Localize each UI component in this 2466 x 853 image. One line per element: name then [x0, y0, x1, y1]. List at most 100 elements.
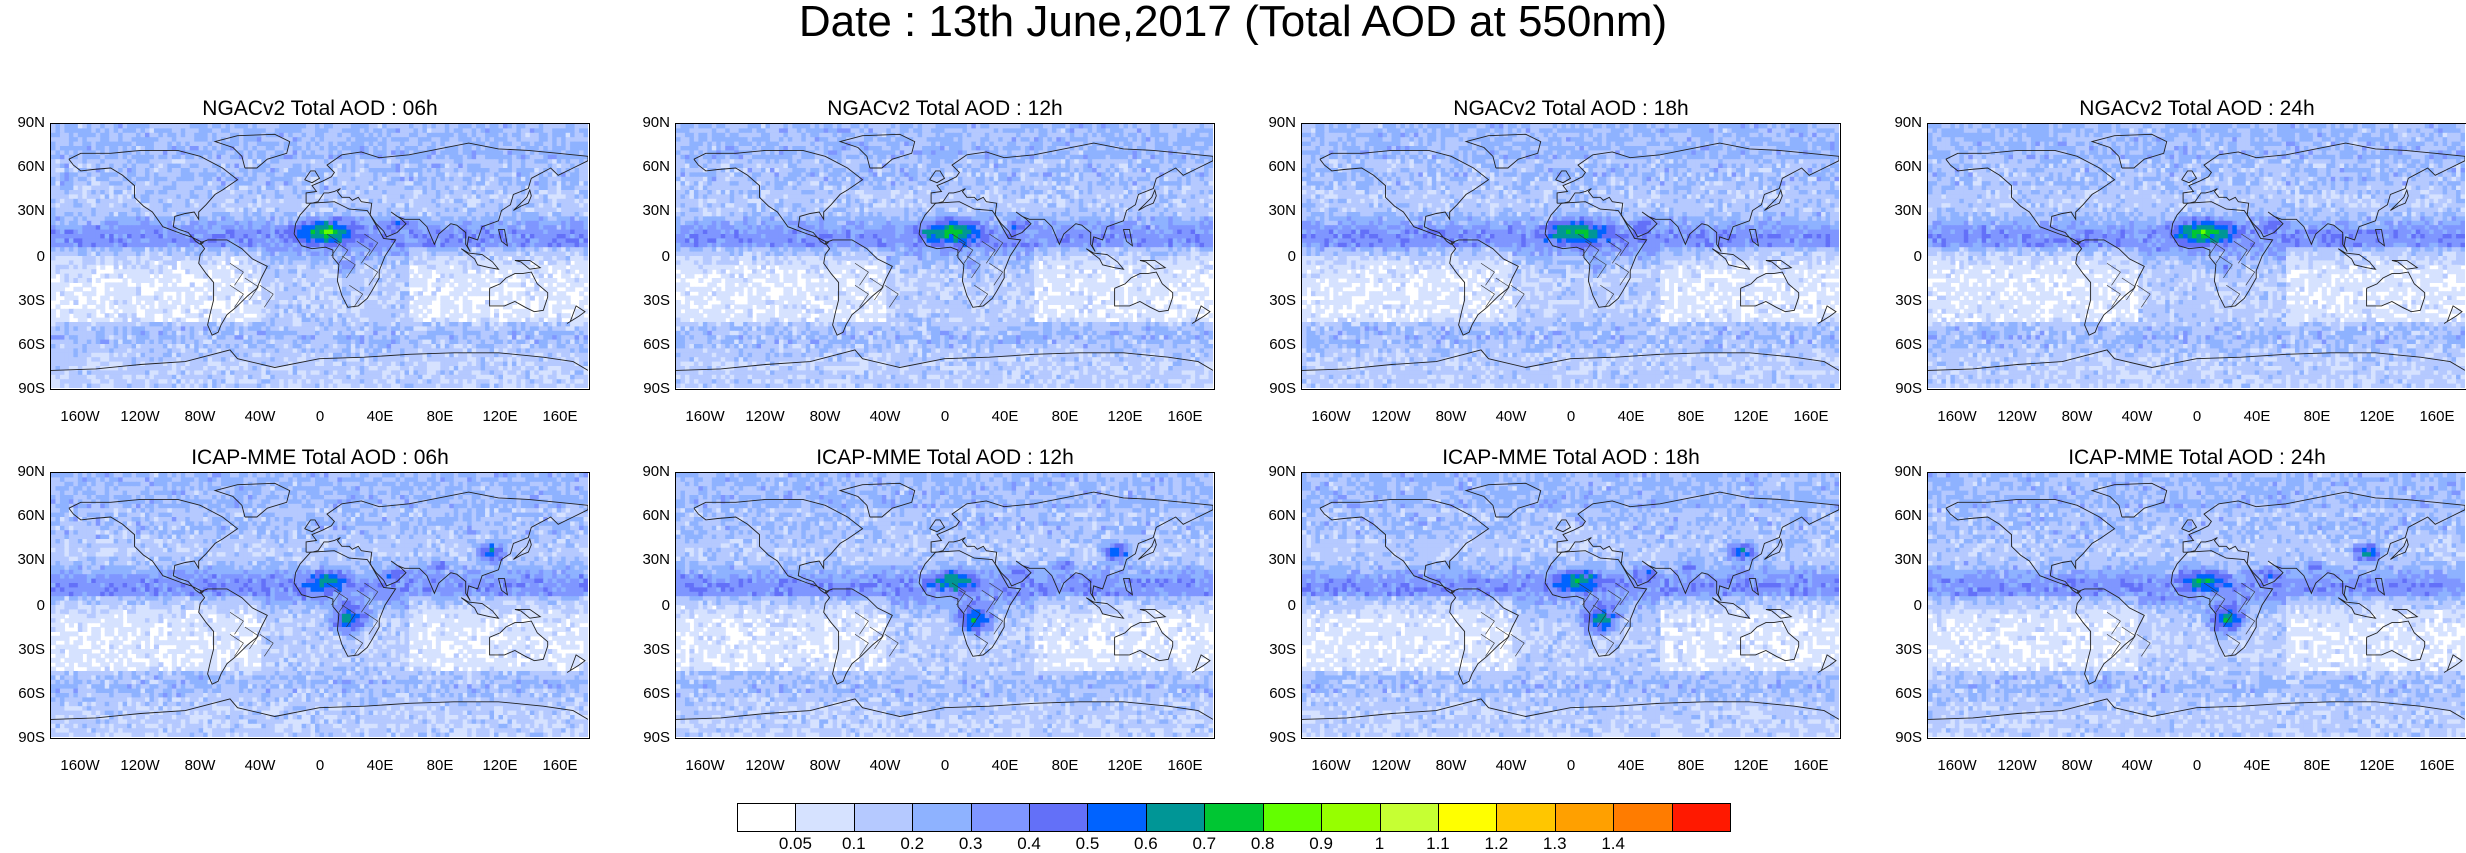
- lat-tick-label: 90S: [1895, 730, 1922, 746]
- colorbar-label: 1.1: [1426, 835, 1450, 853]
- lat-tick-label: 30N: [1268, 552, 1296, 568]
- lat-tick-label: 90N: [1894, 464, 1922, 480]
- coastlines: [51, 482, 588, 720]
- lat-tick-label: 90S: [1895, 381, 1922, 397]
- lon-tick-label: 80E: [427, 409, 454, 425]
- aod-field: [676, 473, 1213, 737]
- colorbar-swatch: [970, 803, 1031, 832]
- lon-tick-label: 40E: [2244, 758, 2271, 774]
- lat-tick-label: 30N: [17, 203, 45, 219]
- lon-tick-label: 120E: [1107, 409, 1142, 425]
- lon-tick-label: 40W: [870, 758, 901, 774]
- colorbar-label: 0.5: [1076, 835, 1100, 853]
- aod-field: [1928, 473, 2465, 737]
- lon-tick-label: 120E: [1733, 409, 1768, 425]
- lon-tick-label: 0: [316, 409, 324, 425]
- map-area: [675, 472, 1215, 739]
- lat-tick-label: 90N: [17, 464, 45, 480]
- colorbar-label: 0.1: [842, 835, 866, 853]
- lat-tick-label: 30N: [17, 552, 45, 568]
- colorbar-label: 0.2: [900, 835, 924, 853]
- lon-tick-label: 120E: [2359, 758, 2394, 774]
- panel-title: NGACv2 Total AOD : 24h: [1927, 97, 2466, 121]
- lon-tick-label: 40E: [1618, 409, 1645, 425]
- lat-tick-label: 60S: [1895, 686, 1922, 702]
- panel-title: NGACv2 Total AOD : 06h: [50, 97, 590, 121]
- lat-tick-label: 30S: [1269, 293, 1296, 309]
- lat-tick-label: 60N: [642, 508, 670, 524]
- colorbar-swatch: [1496, 803, 1556, 832]
- map-panel: NGACv2 Total AOD : 06h 90N 60N 30N 0 30S 60S 90…: [17, 97, 590, 468]
- coastlines: [676, 482, 1213, 720]
- colorbar-swatch: [1145, 803, 1206, 832]
- map-area: [1301, 472, 1841, 739]
- colorbar-swatch: [1554, 803, 1615, 832]
- lon-tick-label: 160W: [1937, 758, 1976, 774]
- colorbar-label: 0.3: [959, 835, 983, 853]
- aod-field: [1302, 473, 1839, 737]
- lat-tick-label: 30N: [642, 552, 670, 568]
- colorbar-swatch: [912, 803, 972, 832]
- lon-tick-label: 80E: [2304, 758, 2331, 774]
- lat-tick-label: 90S: [18, 730, 45, 746]
- lat-tick-label: 90N: [1268, 464, 1296, 480]
- lat-tick-label: 90S: [643, 381, 670, 397]
- lat-tick-label: 30S: [18, 642, 45, 658]
- coastlines: [51, 133, 588, 371]
- lat-tick-label: 60N: [1268, 159, 1296, 175]
- aod-field: [51, 124, 588, 388]
- map-area: [1927, 472, 2466, 739]
- lat-tick-label: 0: [662, 249, 670, 265]
- lat-tick-label: 30S: [1269, 642, 1296, 658]
- map-panel: ICAP-MME Total AOD : 06h 90N 60N 30N 0 30S 60S…: [17, 446, 590, 817]
- aod-field: [1928, 124, 2465, 388]
- lat-tick-label: 30S: [1895, 293, 1922, 309]
- lon-tick-label: 160W: [60, 409, 99, 425]
- lon-tick-label: 120W: [1997, 758, 2036, 774]
- lat-tick-label: 60S: [1269, 686, 1296, 702]
- lon-tick-label: 80W: [810, 758, 841, 774]
- lat-tick-label: 30N: [642, 203, 670, 219]
- colorbar-swatch: [1379, 803, 1439, 832]
- lon-tick-label: 40E: [2244, 409, 2271, 425]
- colorbar-swatch: [1613, 803, 1673, 832]
- colorbar-label: 0.05: [779, 835, 812, 853]
- lon-tick-label: 160E: [1167, 758, 1202, 774]
- figure-title: Date : 13th June,2017 (Total AOD at 550n…: [0, 0, 2466, 48]
- lon-tick-label: 40W: [1496, 409, 1527, 425]
- lon-tick-label: 160E: [1167, 409, 1202, 425]
- lon-tick-label: 80W: [810, 409, 841, 425]
- lon-tick-label: 80E: [1678, 409, 1705, 425]
- colorbar-label: 0.4: [1017, 835, 1041, 853]
- aod-map: [676, 473, 1213, 737]
- map-area: [50, 472, 590, 739]
- lat-tick-label: 90N: [17, 115, 45, 131]
- lon-tick-label: 80E: [1052, 409, 1079, 425]
- lat-tick-label: 90S: [643, 730, 670, 746]
- lon-tick-label: 120E: [1107, 758, 1142, 774]
- lon-tick-label: 160W: [1937, 409, 1976, 425]
- lon-tick-label: 160W: [60, 758, 99, 774]
- map-panel: ICAP-MME Total AOD : 12h 90N 60N 30N 0 30S 60S…: [642, 446, 1215, 817]
- map-panel: ICAP-MME Total AOD : 18h 90N 60N 30N 0 30S 60S…: [1268, 446, 1841, 817]
- coastlines: [676, 133, 1213, 371]
- lat-tick-label: 0: [1288, 249, 1296, 265]
- lat-tick-label: 30N: [1894, 203, 1922, 219]
- lon-tick-label: 0: [2193, 409, 2201, 425]
- lon-tick-label: 0: [941, 409, 949, 425]
- lon-tick-label: 40E: [367, 409, 394, 425]
- map-area: [675, 123, 1215, 390]
- lat-tick-label: 90N: [642, 464, 670, 480]
- coastlines: [1302, 133, 1839, 371]
- lon-tick-label: 40W: [1496, 758, 1527, 774]
- lat-tick-label: 60N: [642, 159, 670, 175]
- colorbar-label: 0.8: [1251, 835, 1275, 853]
- colorbar-label: 0.6: [1134, 835, 1158, 853]
- lon-tick-label: 0: [2193, 758, 2201, 774]
- map-panel: NGACv2 Total AOD : 24h 90N 60N 30N 0 30S 60S 90…: [1894, 97, 2466, 468]
- lon-tick-label: 80W: [2062, 758, 2093, 774]
- lat-tick-label: 30S: [643, 642, 670, 658]
- colorbar-swatch: [1437, 803, 1498, 832]
- lat-tick-label: 90S: [1269, 730, 1296, 746]
- lat-tick-label: 90N: [642, 115, 670, 131]
